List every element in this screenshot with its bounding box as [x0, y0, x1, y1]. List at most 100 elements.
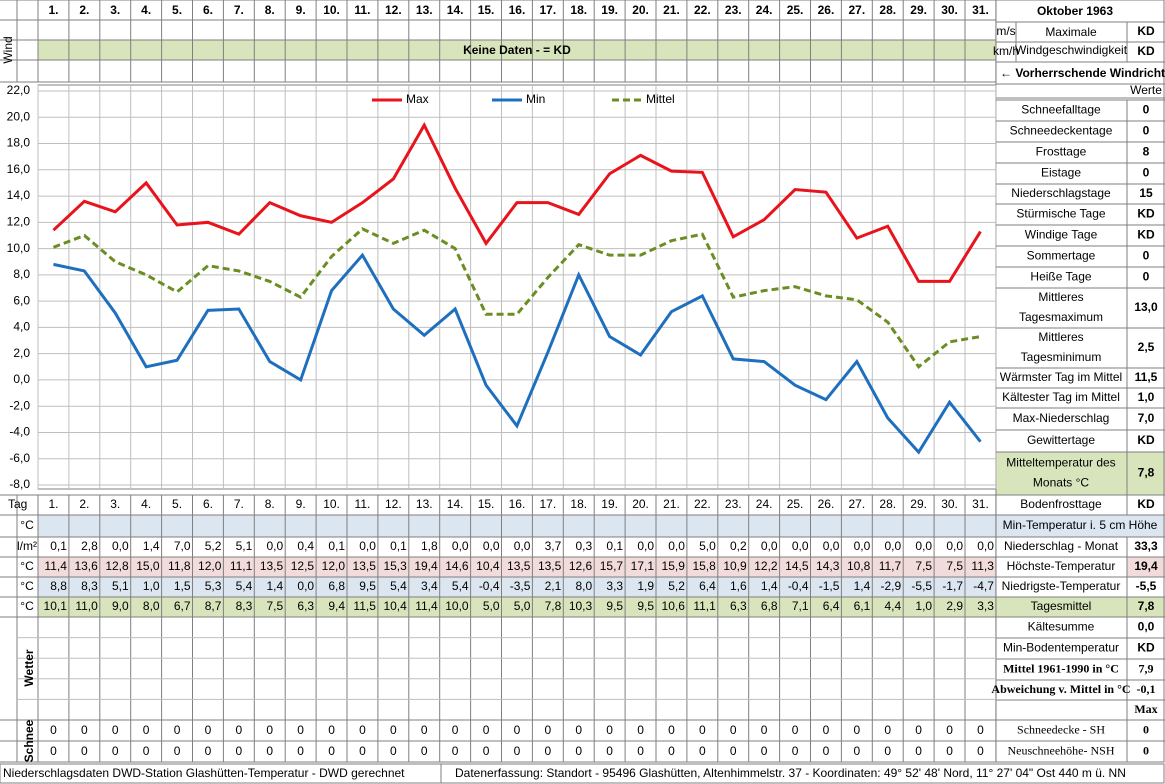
y-tick-label: 12,0 — [7, 215, 31, 229]
snow-cell: 0 — [297, 723, 304, 737]
cell: 12,0 — [198, 559, 222, 573]
cell: 6,8 — [328, 579, 345, 593]
cell: 13,5 — [260, 559, 284, 573]
snow-cell: 0 — [483, 744, 490, 758]
cell: 9,4 — [328, 599, 345, 613]
summary-label: Max-Niederschlag — [1013, 411, 1110, 425]
cell: 0,0 — [452, 539, 469, 553]
wind-value: KD — [1137, 44, 1155, 58]
cell: 8,0 — [576, 579, 593, 593]
summary-label: Tagesmaximum — [1019, 310, 1103, 324]
cell: 0,0 — [823, 539, 840, 553]
snow-cell: 0 — [545, 744, 552, 758]
footer-location: Datenerfassung: Standort - 95496 Glashüt… — [455, 766, 1126, 780]
cell: 4,4 — [885, 599, 902, 613]
day-header: 20. — [632, 3, 649, 17]
snow-cell: 0 — [946, 723, 953, 737]
snow-cell: 0 — [668, 723, 675, 737]
summary-value: 7,8 — [1138, 599, 1155, 613]
cell: 2,8 — [81, 539, 98, 553]
cell: 0,0 — [915, 539, 932, 553]
snow-cell: 0 — [514, 723, 521, 737]
summary-value: KD — [1137, 641, 1155, 655]
y-tick-label: 6,0 — [13, 293, 30, 307]
cell: 6,7 — [174, 599, 191, 613]
summary-label: Frosttage — [1036, 145, 1087, 159]
summary-value: 0 — [1143, 103, 1150, 117]
cell: 11,7 — [879, 559, 902, 573]
cell: 5,4 — [390, 579, 407, 593]
wind-label: Wind — [1, 36, 15, 63]
summary-label: Niederschlag - Monat — [1004, 539, 1119, 553]
legend-label: Mittel — [646, 92, 675, 106]
cell: 13,5 — [538, 559, 562, 573]
cell: 5,1 — [112, 579, 129, 593]
day-header: 8. — [265, 3, 275, 17]
summary-value: 15 — [1139, 186, 1153, 200]
day-label: 19. — [601, 497, 618, 511]
snow-cell: 0 — [483, 723, 490, 737]
snow-cell: 0 — [668, 744, 675, 758]
day-label: 30. — [941, 497, 958, 511]
summary-label: Kältesumme — [1028, 620, 1095, 634]
cell: -3,5 — [510, 579, 531, 593]
cell: -0,4 — [788, 579, 809, 593]
summary-value: 0 — [1143, 722, 1149, 736]
cell: 9,0 — [112, 599, 129, 613]
day-label: 23. — [725, 497, 742, 511]
day-label: 22. — [694, 497, 711, 511]
summary-label: Eistage — [1041, 166, 1081, 180]
cell: 9,5 — [606, 599, 623, 613]
cell: 0,1 — [50, 539, 67, 553]
day-header: 6. — [203, 3, 213, 17]
cell: 7,0 — [174, 539, 191, 553]
y-tick-label: -6,0 — [9, 451, 30, 465]
unit-ms: m/s — [996, 24, 1015, 38]
day-header: 14. — [447, 3, 464, 17]
cell: 12,8 — [105, 559, 129, 573]
summary-value: 0 — [1143, 249, 1150, 263]
cell: 13,6 — [74, 559, 98, 573]
cell: -1,7 — [942, 579, 963, 593]
cell: 6,4 — [699, 579, 716, 593]
cell: 0,0 — [946, 539, 963, 553]
cell: 0,1 — [390, 539, 407, 553]
day-label: 21. — [663, 497, 680, 511]
snow-cell: 0 — [359, 744, 366, 758]
summary-green — [996, 452, 1165, 495]
cell: 13,5 — [507, 559, 531, 573]
snow-cell: 0 — [112, 744, 119, 758]
wind-direction: ← Vorherrschende Windrichtung — [1000, 66, 1165, 80]
summary-label: Niedrigste-Temperatur — [1002, 579, 1121, 593]
snow-cell: 0 — [421, 744, 428, 758]
cell: 1,6 — [730, 579, 747, 593]
summary-label: Monats °C — [1033, 476, 1089, 490]
cell: 5,0 — [514, 599, 531, 613]
mean-row — [38, 597, 996, 617]
cell: -4,7 — [973, 579, 994, 593]
summary-label: Windige Tage — [1025, 228, 1098, 242]
snow-cell: 0 — [792, 744, 799, 758]
summary-value: 7,0 — [1138, 411, 1155, 425]
cell: -1,5 — [819, 579, 840, 593]
day-header: 28. — [879, 3, 896, 17]
snow-cell: 0 — [143, 744, 150, 758]
cell: 15,0 — [136, 559, 160, 573]
cell: 1,9 — [637, 579, 654, 593]
cell: 8,7 — [205, 599, 222, 613]
cell: 0,0 — [483, 539, 500, 553]
cell: 12,2 — [754, 559, 778, 573]
snow-cell: 0 — [174, 723, 181, 737]
summary-value: 0 — [1143, 270, 1150, 284]
cell: 0,0 — [514, 539, 531, 553]
day-header: 22. — [694, 3, 711, 17]
cell: 1,4 — [143, 539, 160, 553]
y-tick-label: 4,0 — [13, 320, 30, 334]
snow-cell: 0 — [390, 723, 397, 737]
summary-label: Tagesminimum — [1021, 350, 1102, 364]
max-row — [38, 557, 996, 577]
cell: -5,5 — [911, 579, 932, 593]
summary-value: KD — [1137, 207, 1155, 221]
summary-label: Wärmster Tag im Mittel — [1000, 370, 1122, 384]
